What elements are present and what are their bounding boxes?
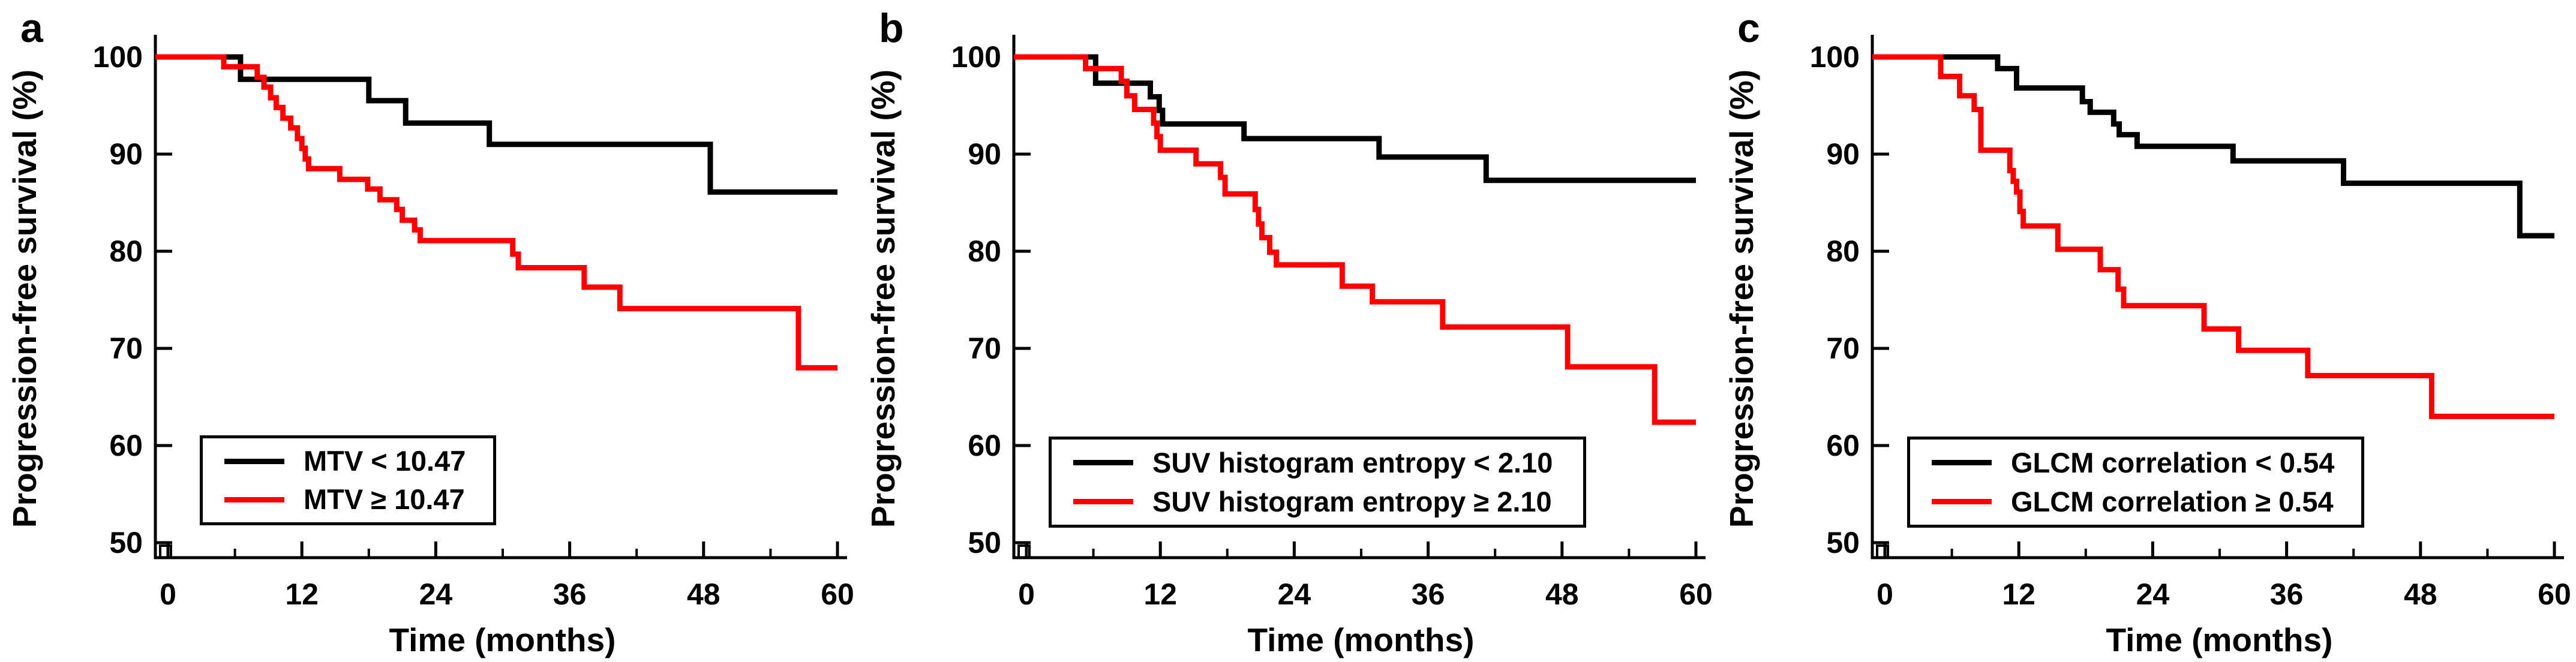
svg-text:100: 100 (93, 40, 143, 74)
svg-text:12: 12 (1143, 577, 1177, 611)
svg-text:36: 36 (553, 577, 587, 611)
svg-text:12: 12 (285, 577, 319, 611)
legend-label: MTV < 10.47 (304, 445, 466, 477)
legend-label: SUV histogram entropy ≥ 2.10 (1152, 485, 1552, 517)
legend-line-black-icon (1932, 460, 1992, 465)
legend-label: SUV histogram entropy < 2.10 (1152, 446, 1553, 479)
svg-text:Time (months): Time (months) (389, 621, 616, 658)
svg-text:50: 50 (109, 526, 143, 559)
svg-text:48: 48 (2404, 577, 2437, 611)
legend-a: MTV < 10.47 MTV ≥ 10.47 (200, 435, 496, 525)
svg-text:36: 36 (1412, 577, 1445, 611)
svg-text:48: 48 (687, 577, 720, 611)
svg-text:0: 0 (1018, 577, 1035, 611)
legend-line-red-icon (224, 496, 284, 502)
km-chart-b: 50 60 70 80 90 100 0 12 24 36 48 60 Time (months) Pro… (864, 35, 1713, 658)
legend-label: GLCM correlation ≥ 0.54 (2011, 485, 2334, 517)
legend-line-red-icon (1932, 499, 1992, 504)
svg-text:50: 50 (968, 526, 1001, 559)
svg-text:60: 60 (968, 429, 1001, 462)
legend-label: GLCM correlation < 0.54 (2011, 446, 2335, 479)
svg-text:Time (months): Time (months) (1248, 621, 1475, 658)
legend-c: GLCM correlation < 0.54 GLCM correlation… (1907, 437, 2364, 528)
svg-text:0: 0 (160, 577, 176, 611)
svg-text:0: 0 (1877, 577, 1893, 611)
panel-c-letter: c (1737, 5, 1760, 51)
svg-text:Time (months): Time (months) (2106, 621, 2333, 658)
svg-text:60: 60 (1679, 577, 1713, 611)
svg-text:80: 80 (1826, 234, 1860, 268)
svg-text:60: 60 (109, 429, 143, 462)
svg-text:70: 70 (968, 332, 1001, 365)
panel-b-letter: b (879, 5, 904, 51)
svg-text:60: 60 (821, 577, 854, 611)
svg-text:12: 12 (2002, 577, 2035, 611)
km-chart-c: 50 60 70 80 90 100 0 12 24 36 48 60 Time (months) Pro… (1723, 35, 2571, 658)
legend-row-red: SUV histogram entropy ≥ 2.10 (1058, 486, 1577, 517)
svg-text:70: 70 (1826, 332, 1860, 365)
svg-text:36: 36 (2270, 577, 2304, 611)
svg-text:90: 90 (968, 137, 1001, 171)
legend-line-black-icon (224, 458, 284, 464)
legend-row-red: MTV ≥ 10.47 (209, 484, 487, 515)
svg-text:80: 80 (968, 234, 1001, 268)
legend-row-black: SUV histogram entropy < 2.10 (1058, 447, 1577, 479)
svg-text:90: 90 (109, 137, 143, 171)
svg-text:80: 80 (109, 234, 143, 268)
legend-line-black-icon (1073, 460, 1133, 465)
svg-text:60: 60 (2538, 577, 2571, 611)
svg-text:100: 100 (951, 40, 1001, 74)
panel-b: b 50 60 70 80 90 100 0 12 24 36 48 60 Time (months) P… (858, 0, 1717, 662)
panel-c: c 50 60 70 80 90 100 0 12 24 36 48 60 Time (months) P… (1717, 0, 2576, 662)
svg-text:70: 70 (109, 332, 143, 365)
svg-text:24: 24 (2136, 577, 2170, 611)
km-chart-a: 50 60 70 80 90 100 0 12 24 36 48 60 Time (months) Pro… (6, 35, 854, 658)
svg-text:50: 50 (1826, 526, 1860, 559)
svg-text:Progression-free survival (%): Progression-free survival (%) (864, 70, 902, 528)
svg-text:100: 100 (1810, 40, 1860, 74)
legend-row-black: MTV < 10.47 (209, 446, 487, 477)
legend-row-black: GLCM correlation < 0.54 (1916, 447, 2355, 479)
legend-row-red: GLCM correlation ≥ 0.54 (1916, 486, 2355, 517)
svg-text:60: 60 (1826, 429, 1860, 462)
legend-b: SUV histogram entropy < 2.10 SUV histogr… (1049, 437, 1586, 528)
svg-text:24: 24 (419, 577, 453, 611)
svg-text:48: 48 (1545, 577, 1579, 611)
svg-text:Progression-free survival (%): Progression-free survival (%) (6, 70, 43, 528)
legend-label: MTV ≥ 10.47 (304, 483, 465, 516)
panel-a-letter: a (20, 5, 43, 51)
panel-a: a 50 60 70 80 90 100 0 12 24 36 48 60 Time (months) P… (0, 0, 858, 662)
svg-text:Progression-free survival (%): Progression-free survival (%) (1723, 70, 1760, 528)
legend-line-red-icon (1073, 499, 1133, 504)
svg-text:24: 24 (1278, 577, 1311, 611)
svg-text:90: 90 (1826, 137, 1860, 171)
